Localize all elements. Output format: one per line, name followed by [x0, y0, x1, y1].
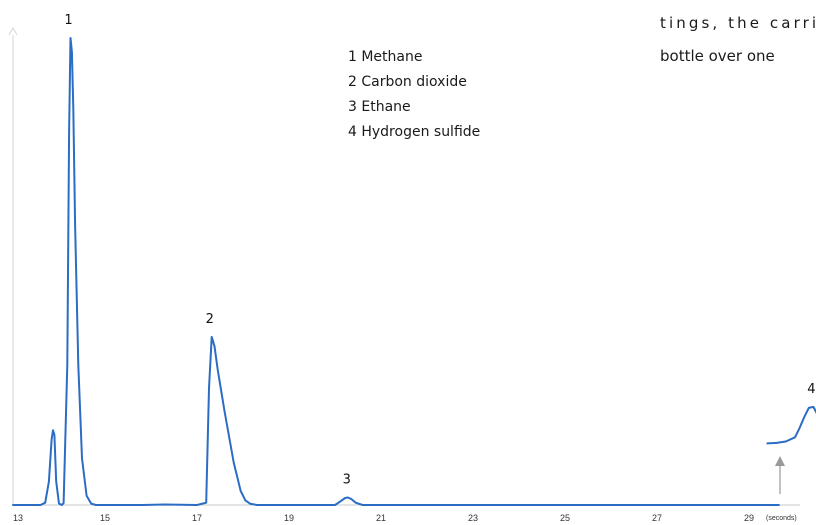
x-tick-label: 23: [468, 513, 478, 523]
peak-label-4: 4: [807, 382, 815, 397]
x-tick-label: 29: [744, 513, 754, 523]
peak-label-3: 3: [343, 473, 351, 488]
legend-item-1: 1 Methane: [348, 49, 422, 65]
x-tick-label: 15: [100, 513, 110, 523]
body-text-line-2: bottle over one: [660, 47, 775, 65]
x-tick-labels: 13 15 17 19 21 23 25 27 29: [13, 513, 754, 523]
body-text: tings, the carri bottle over one: [660, 14, 816, 65]
inset-trace: [766, 405, 816, 445]
x-tick-label: 21: [376, 513, 386, 523]
y-axis-arrow-icon: [8, 26, 18, 36]
x-tick-label: 25: [560, 513, 570, 523]
legend-item-3: 3 Ethane: [348, 99, 411, 115]
arrow-up-icon: [775, 456, 785, 466]
x-unit-label: (seconds): [766, 515, 797, 522]
peak-label-2: 2: [206, 312, 214, 327]
legend-item-2: 2 Carbon dioxide: [348, 74, 467, 90]
legend: 1 Methane 2 Carbon dioxide 3 Ethane 4 Hy…: [348, 49, 480, 140]
x-tick-label: 19: [284, 513, 294, 523]
inset-arrow: [775, 456, 785, 494]
chromatogram-trace: [12, 37, 780, 506]
x-tick-label: 13: [13, 513, 23, 523]
peak-label-1: 1: [64, 13, 72, 28]
x-tick-label: 27: [652, 513, 662, 523]
body-text-line-1: tings, the carri: [660, 14, 816, 32]
legend-item-4: 4 Hydrogen sulfide: [348, 124, 480, 140]
peak-labels: 1 2 3 4: [64, 13, 815, 488]
x-tick-label: 17: [192, 513, 202, 523]
series-layer: [12, 37, 816, 506]
